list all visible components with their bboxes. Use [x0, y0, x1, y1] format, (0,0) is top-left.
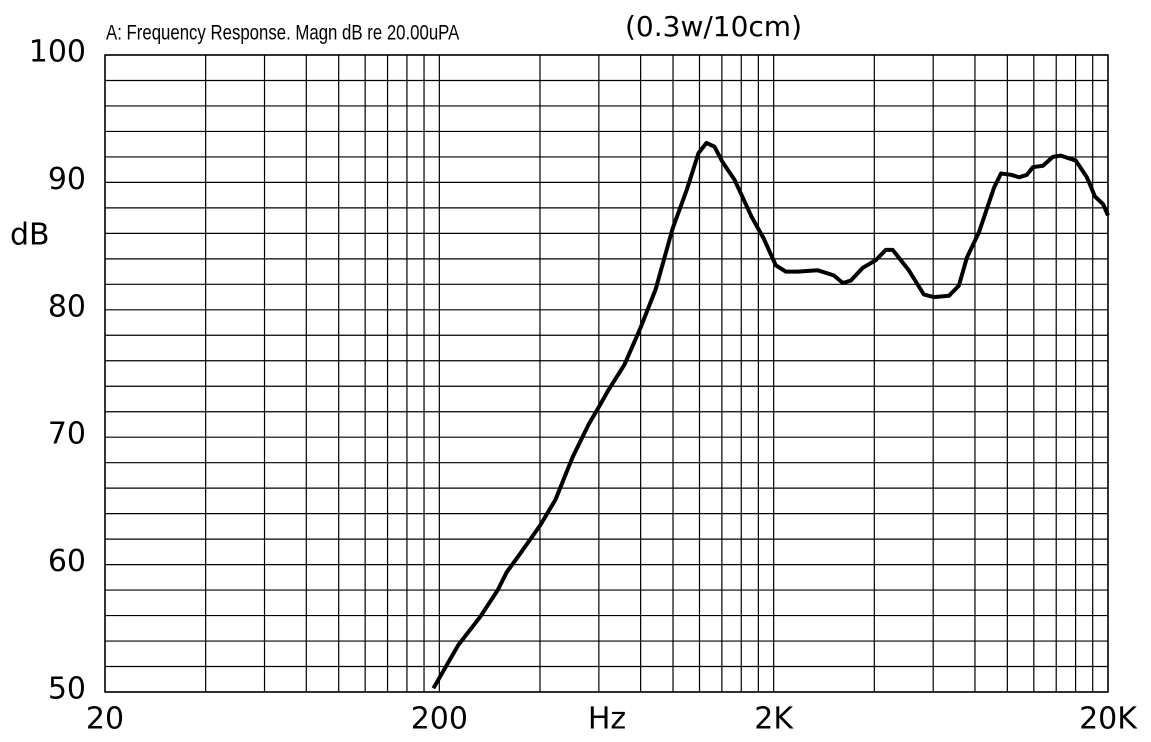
x-tick-label: 20 — [86, 702, 124, 737]
y-tick-label: 80 — [48, 289, 86, 324]
y-tick-label: 60 — [48, 544, 86, 579]
x-tick-label: 200 — [411, 702, 468, 737]
plot-frame — [104, 54, 1109, 693]
y-axis-label: dB — [10, 218, 50, 253]
x-axis-label: Hz — [588, 702, 626, 737]
y-tick-label: 100 — [29, 35, 86, 70]
chart-subtitle: (0.3w/10cm) — [625, 10, 802, 43]
y-tick-label: 50 — [48, 672, 86, 707]
chart-title: A: Frequency Response. Magn dB re 20.00u… — [106, 22, 460, 45]
y-tick-label: 70 — [48, 417, 86, 452]
response-line — [431, 140, 1110, 690]
x-tick-label: 20K — [1079, 702, 1138, 737]
y-tick-label: 90 — [48, 162, 86, 197]
x-tick-label: 2K — [754, 702, 794, 737]
